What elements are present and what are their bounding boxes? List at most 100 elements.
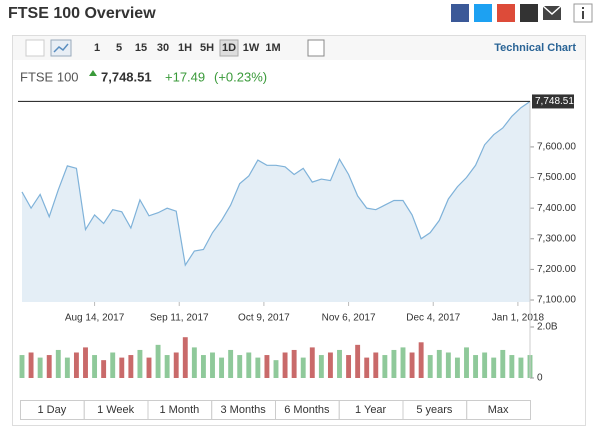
y2-tick-label: 2.0B [537, 322, 558, 333]
range-label[interactable]: 1 Week [97, 404, 135, 416]
volume-bar [83, 347, 88, 378]
volume-bar [482, 352, 488, 378]
quote-change: +17.49 [165, 69, 205, 84]
volume-bar [337, 349, 342, 378]
volume-bar [409, 352, 415, 378]
interval-button[interactable]: 1D [222, 42, 236, 54]
range-label[interactable]: 1 Day [38, 404, 67, 416]
y-tick-label: 7,100.00 [537, 295, 576, 306]
volume-bar [210, 352, 215, 378]
y-tick-label: 7,600.00 [537, 142, 576, 153]
volume-bar [19, 355, 25, 378]
volume-bar [264, 355, 270, 378]
share-twitter[interactable] [474, 4, 492, 22]
last-price-label: 7,748.51 [535, 96, 574, 107]
interval-button[interactable]: 5H [200, 42, 214, 54]
volume-bar [46, 355, 52, 378]
range-label[interactable]: 3 Months [221, 404, 267, 416]
volume-bar [246, 352, 252, 378]
share-stocktwits[interactable] [520, 4, 538, 22]
volume-bar [427, 355, 433, 378]
volume-bar [346, 355, 352, 378]
x-tick-label: Aug 14, 2017 [65, 313, 125, 324]
volume-bar [282, 352, 288, 378]
page-title: FTSE 100 Overview [8, 5, 156, 22]
volume-bar [464, 347, 469, 378]
volume-bar [173, 352, 179, 378]
volume-bar [200, 355, 206, 378]
interval-button[interactable]: 15 [135, 42, 147, 54]
range-label[interactable]: 5 years [416, 404, 453, 416]
volume-bar [73, 352, 79, 378]
volume-bar [37, 357, 43, 378]
volume-bar [137, 349, 143, 378]
volume-bar [436, 349, 442, 378]
y2-tick-label: 0 [537, 373, 543, 384]
volume-bar [454, 357, 460, 378]
quote-name: FTSE 100 [20, 69, 79, 84]
y-tick-label: 7,300.00 [537, 233, 576, 244]
range-label[interactable]: 1 Month [160, 404, 200, 416]
volume-bar [400, 347, 406, 378]
volume-bar [473, 355, 479, 378]
volume-bar [101, 360, 107, 378]
range-bar: 1 Day 1 Week 1 Month 3 Months 6 Months 1 Year… [20, 400, 531, 420]
volume-bar [500, 349, 506, 378]
x-tick-label: Nov 6, 2017 [322, 313, 376, 324]
volume-bar [309, 347, 315, 378]
interval-button[interactable]: 1W [243, 42, 260, 54]
price-line [21, 100, 531, 267]
technical-chart-link[interactable]: Technical Chart [494, 42, 576, 54]
interval-button[interactable]: 30 [157, 42, 169, 54]
range-label[interactable]: 1 Year [355, 404, 387, 416]
volume-bar [255, 357, 261, 378]
toolbar [13, 36, 585, 60]
interval-active [219, 39, 239, 57]
volume-bar [92, 355, 98, 378]
volume-bar [164, 355, 170, 378]
volume-bar [491, 357, 497, 378]
y-tick-label: 7,400.00 [537, 203, 576, 214]
plot: Investing.com7,100.007,200.007,300.007,4… [18, 94, 576, 384]
email-icon [542, 5, 562, 16]
area-icon [53, 43, 69, 53]
volume-bar [382, 355, 388, 378]
share-google[interactable] [497, 4, 515, 22]
interval-button[interactable]: 1 [94, 42, 100, 54]
volume-bar [391, 349, 397, 378]
volume-bar [237, 355, 243, 378]
range-label[interactable]: 6 Months [284, 404, 330, 416]
volume-bar [355, 344, 361, 378]
info-icon [582, 11, 584, 19]
x-tick-label: Sep 11, 2017 [150, 313, 209, 324]
volume-bar [509, 355, 515, 378]
interval-button[interactable]: 1M [265, 42, 280, 54]
x-tick-label: Oct 9, 2017 [238, 313, 290, 324]
range-label[interactable]: Max [488, 404, 509, 416]
volume-bar [110, 352, 116, 378]
volume-bar [273, 360, 279, 378]
price-area [22, 101, 530, 302]
up-arrow [89, 70, 97, 76]
y-tick-label: 7,500.00 [537, 172, 576, 183]
share-facebook[interactable] [451, 4, 469, 22]
quote-price: 7,748.51 [101, 69, 152, 84]
interval-button[interactable]: 5 [116, 42, 122, 54]
range-button[interactable] [466, 400, 531, 420]
volume-bar [418, 342, 424, 378]
info-icon [582, 7, 584, 9]
volume-bar [55, 349, 61, 378]
volume-bar [364, 357, 370, 378]
volume-bar [146, 357, 152, 378]
volume-bar [119, 357, 125, 378]
indicators-button[interactable] [307, 39, 325, 57]
volume-bar [228, 349, 234, 378]
candle-button[interactable] [25, 39, 45, 57]
volume-bar [64, 357, 70, 378]
x-tick-label: Jan 1, 2018 [492, 313, 545, 324]
interval-button[interactable]: 1H [178, 42, 192, 54]
volume-bar [191, 347, 197, 378]
volume-bar [128, 355, 134, 378]
